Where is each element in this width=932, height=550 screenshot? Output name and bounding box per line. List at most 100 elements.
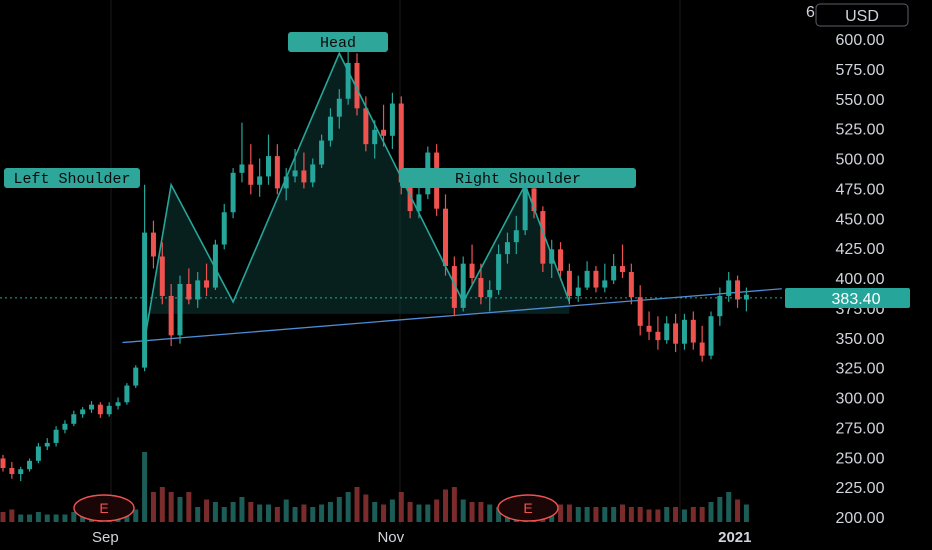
candle-body [62, 423, 68, 430]
candle-body [89, 404, 94, 410]
candle [345, 50, 351, 105]
candle-body [451, 266, 457, 308]
candle [177, 275, 183, 344]
candle-body [177, 283, 183, 336]
candle-body [743, 294, 749, 300]
candle-body [18, 469, 24, 474]
candle-body [504, 242, 510, 255]
candle [743, 287, 749, 312]
volume-bar [637, 507, 643, 522]
candle [602, 263, 608, 293]
volume-bar [0, 512, 6, 522]
candle [584, 261, 590, 290]
y-tick-label: 575.00 [836, 62, 885, 79]
candle-body [460, 263, 466, 308]
candle [389, 92, 395, 149]
candle-body [44, 442, 50, 447]
volume-bar [292, 507, 298, 522]
pattern-label: Right Shoulder [400, 168, 636, 188]
volume-bar [354, 487, 360, 522]
candle-body [221, 212, 227, 245]
pattern-labels: Left Shoulder Head Right Shoulder [4, 32, 636, 188]
y-tick-label: 550.00 [836, 92, 885, 109]
candle-body [168, 295, 174, 336]
candle [620, 244, 625, 278]
volume-bar [443, 489, 448, 522]
candle [106, 402, 112, 417]
candle-body [416, 194, 422, 212]
candle-body [212, 244, 218, 288]
volume-bar [27, 514, 33, 522]
candle-body [673, 323, 679, 344]
volume-bar [496, 507, 502, 522]
volume-bar [363, 494, 369, 522]
candle-body [0, 458, 6, 469]
candle [27, 458, 33, 472]
candle [655, 316, 661, 350]
volume-bar [257, 504, 263, 522]
candle [381, 104, 387, 147]
candle-body [80, 409, 86, 415]
candle [18, 466, 24, 482]
candle [690, 311, 696, 350]
candle-body [239, 164, 245, 173]
earnings-marker-label: E [523, 500, 532, 516]
candle-body [9, 468, 15, 474]
y-tick-label: 600.00 [836, 32, 885, 49]
earnings-marker[interactable]: E [497, 494, 559, 522]
candle [168, 283, 174, 347]
volume-bar [327, 502, 333, 522]
candle-body [292, 170, 298, 177]
candle [327, 108, 333, 147]
candle-body [726, 280, 732, 296]
candle-body [27, 460, 33, 470]
candle [504, 232, 510, 264]
candle-body [53, 429, 59, 443]
candle-body [602, 280, 608, 288]
volume-bar [434, 499, 440, 522]
volume-bar [142, 452, 148, 522]
earnings-marker[interactable]: E [73, 494, 135, 522]
volume-bar [381, 504, 387, 522]
volume-bar [558, 504, 564, 522]
volume-bar [221, 507, 227, 522]
candle-body [443, 208, 448, 267]
volume-bar [699, 507, 705, 522]
candle [133, 365, 139, 388]
candle [469, 244, 475, 284]
volume-bar [230, 502, 236, 522]
volume-bar [44, 514, 50, 522]
volume-bar [566, 504, 572, 522]
candle [292, 148, 298, 183]
candle-body [611, 266, 617, 281]
y-tick-label: 200.00 [836, 510, 885, 527]
volume-bar [150, 492, 156, 522]
y-tick-label: 525.00 [836, 122, 885, 139]
candle [257, 158, 263, 197]
candle [611, 254, 617, 284]
candle-body [513, 230, 519, 243]
volume-bar [743, 504, 749, 522]
volume-bar [602, 507, 608, 522]
candle [150, 220, 156, 269]
price-axis[interactable]: 200.00 225.00 250.00 275.00 300.00 325.00 350.… [836, 32, 885, 527]
volume-bar [9, 509, 15, 522]
candle-body [593, 270, 599, 288]
candle-body [274, 156, 280, 189]
pattern-label: Head [288, 32, 388, 52]
candle-body [115, 402, 121, 406]
candle [53, 426, 59, 447]
currency-button[interactable]: USD [815, 3, 909, 27]
candle-body [381, 129, 387, 136]
candle [708, 311, 714, 360]
candle [699, 325, 705, 362]
candle-body [301, 170, 307, 183]
volume-bar [425, 504, 431, 522]
candle [496, 244, 502, 295]
candle [221, 203, 227, 250]
candle [212, 239, 218, 290]
volume-bar [673, 507, 679, 522]
time-axis[interactable]: Sep Nov 2021 [92, 529, 751, 546]
candle-body [620, 266, 625, 273]
volume-bar [681, 509, 687, 522]
